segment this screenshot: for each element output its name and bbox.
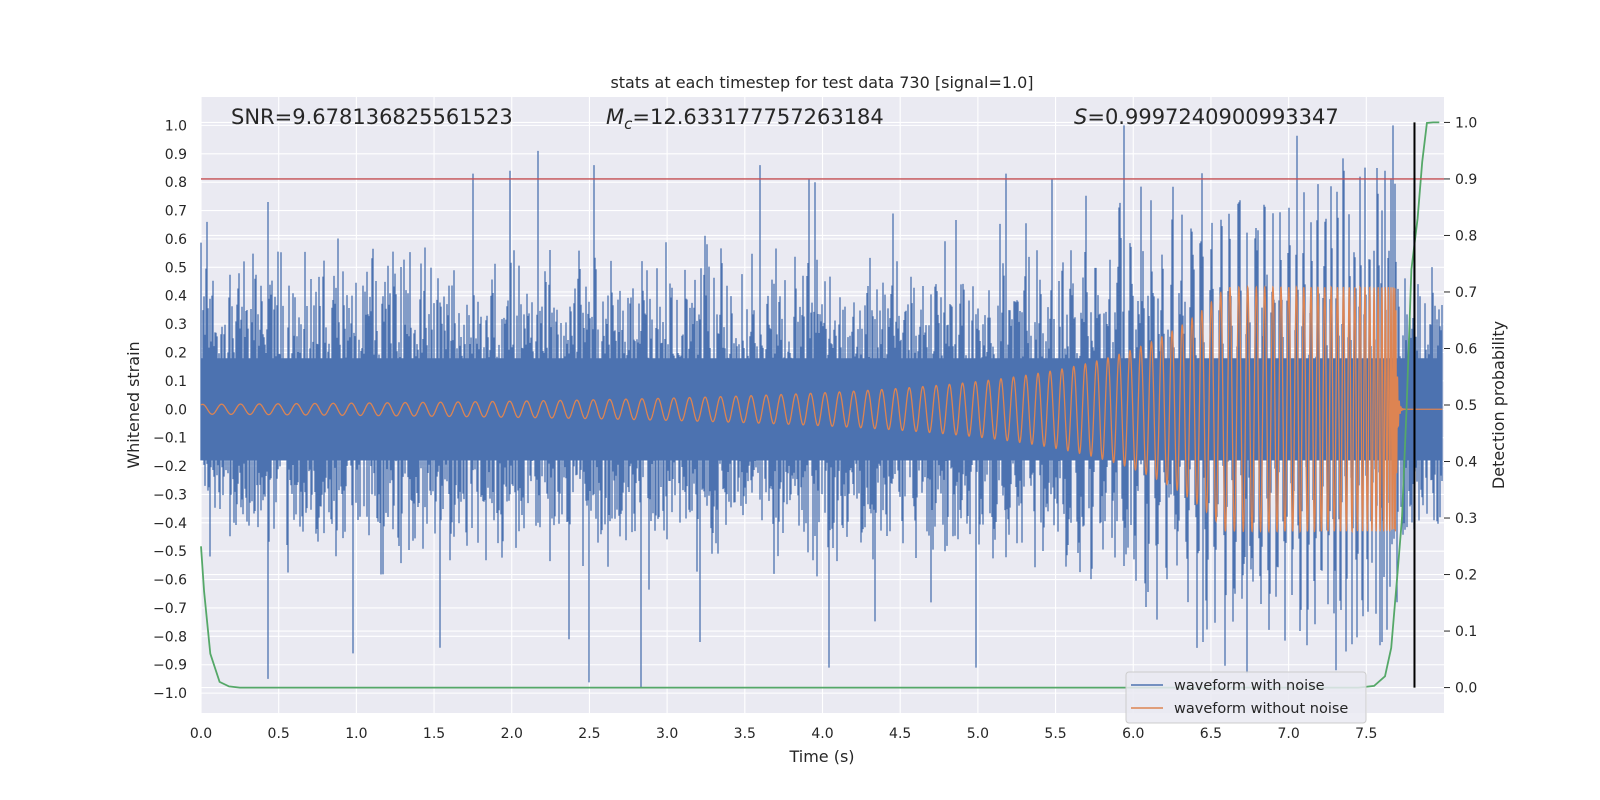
x-tick-label: 5.0 [967,726,989,742]
score-value: =0.9997240900993347 [1087,105,1338,129]
y-tick-label: 1.0 [165,118,187,134]
series-waveform-without-noise [200,284,1443,534]
x-tick-label: 4.0 [811,726,833,742]
x-tick-label: 7.5 [1355,726,1377,742]
chirp-mass-annotation: Mc=12.633177757263184 [606,105,884,133]
x-tick-label: 0.5 [268,726,290,742]
x-axis-ticks: 0.0 0.5 1.0 1.5 2.0 2.5 3.0 3.5 4.0 4.5 5.0 5.5 6.0 6… [190,726,1378,742]
y2-tick-label: 0.5 [1455,398,1477,414]
y-tick-label: −1.0 [153,686,187,702]
x-tick-label: 2.0 [501,726,523,742]
y2-tick-label: 0.0 [1455,681,1477,697]
y-tick-label: 0.8 [165,175,187,191]
x-tick-label: 5.5 [1044,726,1066,742]
chart-title: stats at each timestep for test data 730… [610,73,1033,92]
y-axis-ticks: 1.0 0.9 0.8 0.7 0.6 0.5 0.4 0.3 0.2 0.1 0.0 −0.1 −0.… [153,118,187,702]
y-tick-label: −0.8 [153,629,187,645]
y-tick-label: −0.2 [153,459,187,475]
y-tick-label: 0.1 [165,374,187,390]
x-tick-label: 6.5 [1200,726,1222,742]
y2-tick-label: 0.9 [1455,172,1477,188]
y-tick-label: 0.5 [165,260,187,276]
y-tick-label: −0.6 [153,573,187,589]
clean-waveform-line [200,284,1443,534]
chirp-mass-subscript: c [624,115,633,133]
legend-label-noisy: waveform with noise [1174,678,1325,694]
y-tick-label: 0.7 [165,204,187,220]
x-tick-label: 3.0 [656,726,678,742]
y-tick-label: −0.4 [153,516,187,532]
y2-tick-label: 0.6 [1455,341,1477,357]
x-tick-label: 0.0 [190,726,212,742]
score-symbol: S [1074,105,1087,129]
y-tick-label: −0.7 [153,601,187,617]
x-tick-label: 2.5 [578,726,600,742]
chirp-mass-symbol: M [606,105,624,129]
y-tick-label: 0.6 [165,232,187,248]
y2-tick-label: 0.2 [1455,568,1477,584]
x-tick-label: 1.5 [423,726,445,742]
legend-label-clean: waveform without noise [1174,701,1348,717]
y2-tick-label: 0.7 [1455,285,1477,301]
x-tick-label: 3.5 [734,726,756,742]
y-tick-label: 0.2 [165,345,187,361]
y2-axis-ticks: 1.0 0.9 0.8 0.7 0.6 0.5 0.4 0.3 0.2 0.1 0.0 [1444,115,1477,697]
y-tick-label: 0.9 [165,147,187,163]
y-tick-label: −0.3 [153,487,187,503]
chirp-mass-value: =12.633177757263184 [632,105,883,129]
y2-tick-label: 0.1 [1455,624,1477,640]
y-tick-label: −0.5 [153,544,187,560]
y2-tick-label: 0.4 [1455,455,1477,471]
y-tick-label: −0.9 [153,658,187,674]
x-axis-label: Time (s) [788,747,854,766]
y2-tick-label: 1.0 [1455,115,1477,131]
legend: waveform with noise waveform without noi… [1125,671,1367,724]
snr-annotation: SNR=9.678136825561523 [231,105,513,129]
reference-lines [201,122,1444,688]
y-tick-label: 0.4 [165,289,187,305]
y-tick-label: −0.1 [153,431,187,447]
x-tick-label: 7.0 [1277,726,1299,742]
x-tick-label: 1.0 [345,726,367,742]
score-annotation: S=0.9997240900993347 [1074,105,1339,129]
y-tick-label: 0.0 [165,402,187,418]
y2-tick-label: 0.8 [1455,228,1477,244]
x-tick-label: 6.0 [1122,726,1144,742]
x-tick-label: 4.5 [889,726,911,742]
y2-axis-label: Detection probability [1489,321,1508,489]
legend-box [1125,671,1367,724]
y-axis-label: Whitened strain [124,341,143,468]
y2-tick-label: 0.3 [1455,511,1477,527]
y-tick-label: 0.3 [165,317,187,333]
